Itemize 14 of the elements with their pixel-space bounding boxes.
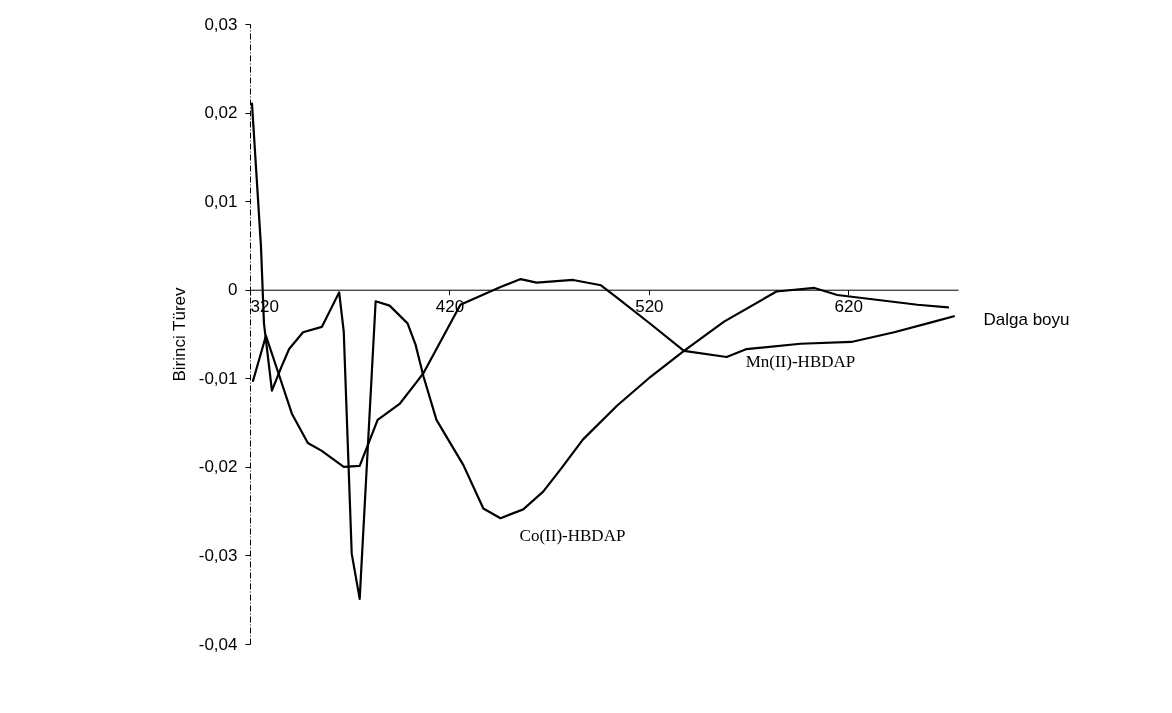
y-tick-label: 0,01: [204, 191, 238, 211]
y-tick-label: 0: [228, 280, 238, 300]
series-label: Mn(II)-HBDAP: [745, 351, 856, 371]
y-tick-label: -0,01: [198, 368, 238, 388]
series-label: Co(II)-HBDAP: [519, 526, 626, 546]
y-tick-label: -0,04: [198, 634, 238, 654]
y-tick-label: 0,03: [204, 14, 238, 34]
x-tick-label: 620: [834, 297, 863, 317]
y-axis-title: Birinci Türev: [169, 286, 189, 382]
x-axis-title: Dalga boyu: [983, 310, 1070, 330]
y-tick-label: -0,02: [198, 457, 238, 477]
x-tick-label: 520: [635, 297, 664, 317]
y-tick-label: 0,02: [204, 103, 238, 123]
y-tick-label: -0,03: [198, 545, 238, 565]
